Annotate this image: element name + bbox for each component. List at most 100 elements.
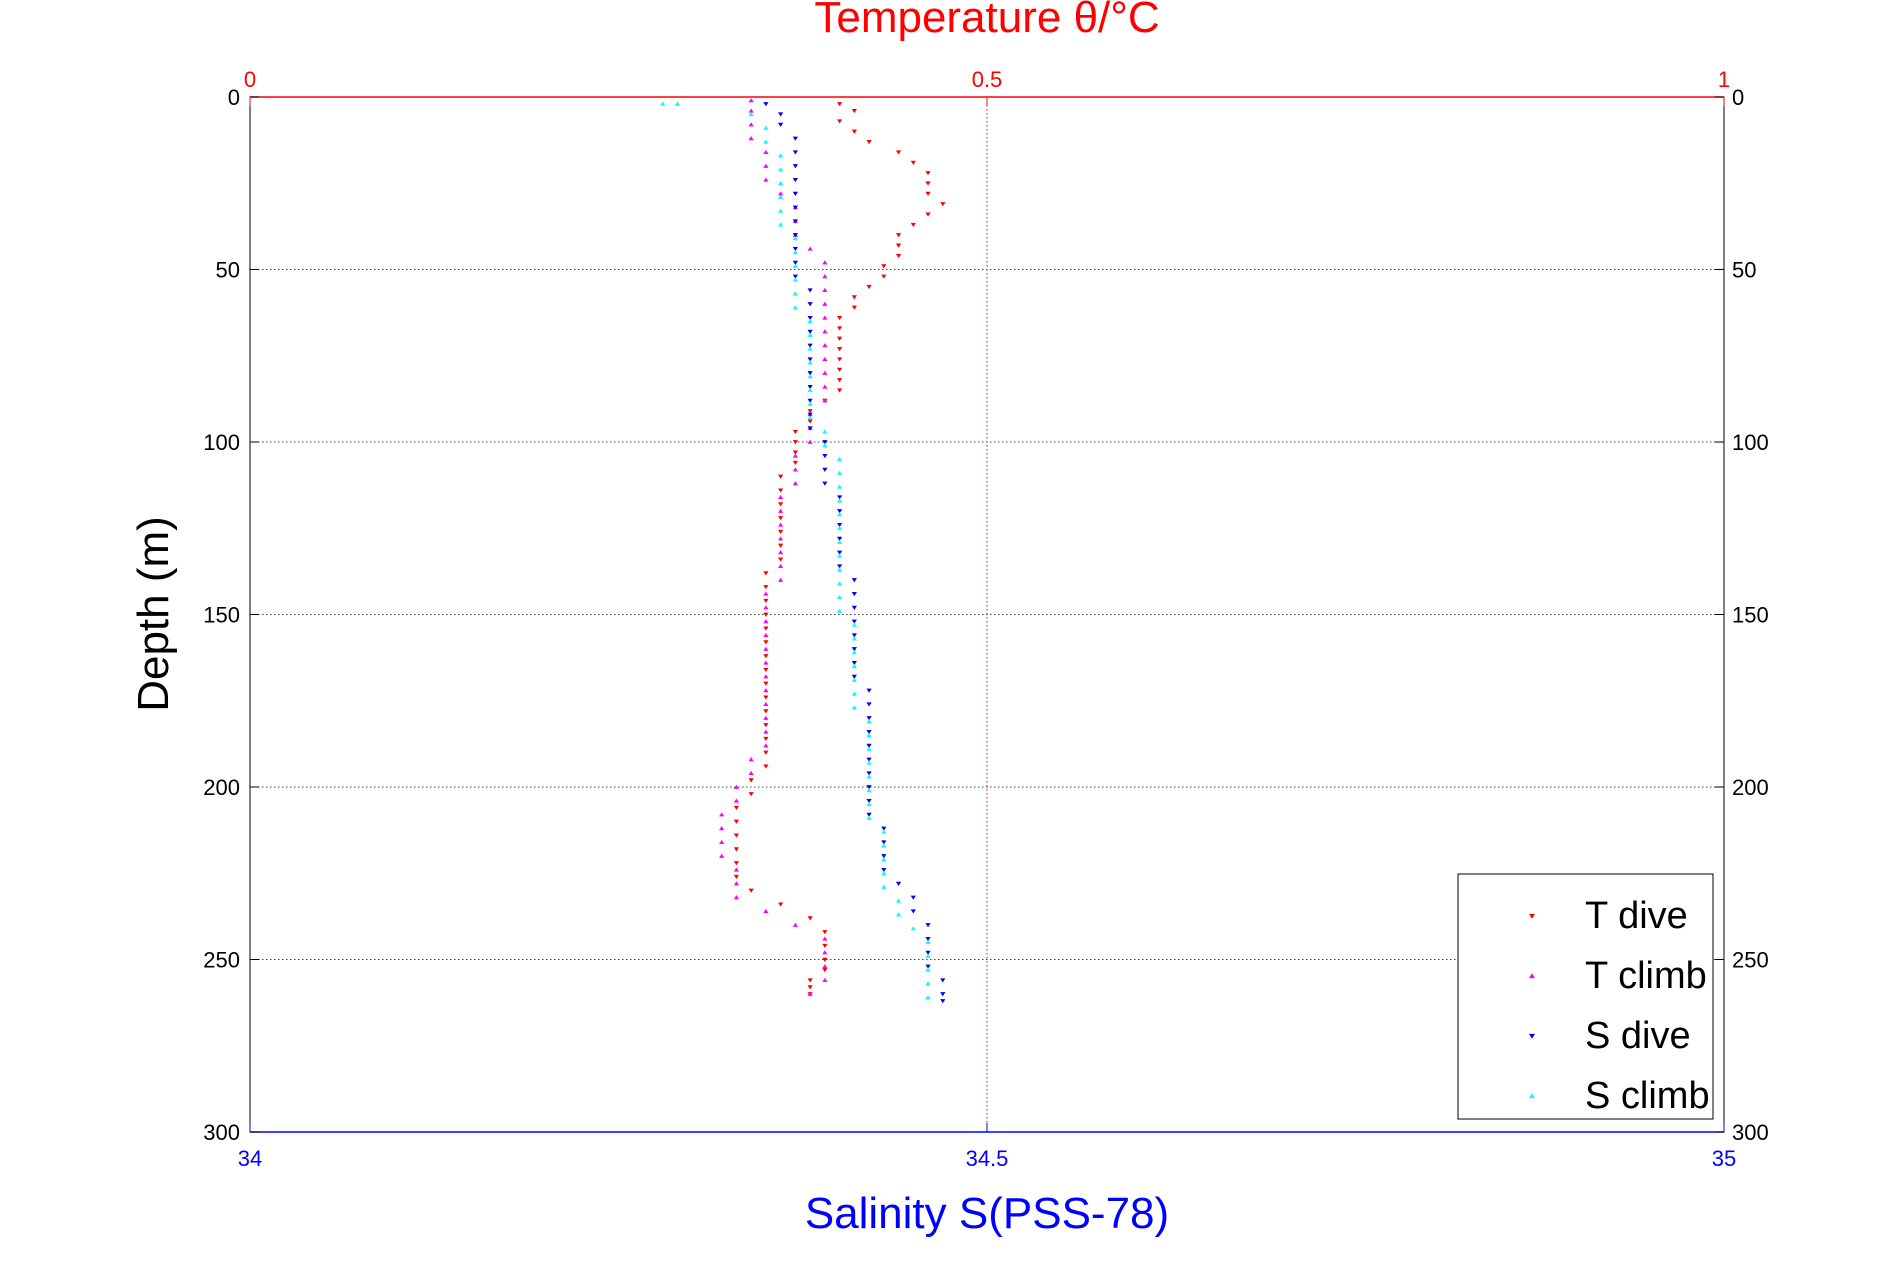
data-point xyxy=(925,181,931,186)
data-point xyxy=(851,705,857,710)
y-axis-title: Depth (m) xyxy=(129,516,178,712)
data-point xyxy=(807,415,813,420)
data-point xyxy=(837,347,843,352)
data-point xyxy=(792,249,798,255)
data-point xyxy=(866,774,872,779)
data-point xyxy=(837,326,843,331)
y-tick-label-right: 150 xyxy=(1732,603,1769,628)
data-point xyxy=(837,553,843,558)
data-point xyxy=(822,964,828,969)
data-point xyxy=(792,263,798,268)
data-point xyxy=(851,674,857,679)
data-point xyxy=(822,384,828,389)
data-point xyxy=(763,729,769,734)
data-point xyxy=(807,343,813,348)
data-point xyxy=(881,826,887,831)
data-point xyxy=(733,847,740,852)
data-point xyxy=(733,798,740,803)
data-point xyxy=(851,691,857,696)
data-point xyxy=(822,936,828,941)
legend: T dive T climb S dive S climb xyxy=(1457,873,1714,1120)
data-point xyxy=(851,108,857,114)
data-point xyxy=(866,716,872,721)
data-point xyxy=(763,139,769,144)
bottom-tick-label: 35 xyxy=(1712,1146,1736,1171)
data-point xyxy=(895,243,902,248)
y-tick-label-right: 50 xyxy=(1732,258,1756,283)
data-point xyxy=(733,861,740,866)
data-point xyxy=(792,177,798,183)
y-tick-label-left: 0 xyxy=(228,85,240,110)
data-point xyxy=(792,233,798,238)
data-point xyxy=(925,967,931,972)
data-point xyxy=(881,829,887,834)
data-point xyxy=(837,581,843,586)
bottom-axis-title: Salinity S(PSS-78) xyxy=(805,1189,1169,1238)
data-point xyxy=(837,456,843,462)
data-point xyxy=(851,633,857,638)
data-point xyxy=(733,805,740,811)
data-point xyxy=(807,387,813,393)
data-point xyxy=(792,246,798,252)
data-point xyxy=(763,709,769,714)
data-point xyxy=(733,819,740,824)
data-point xyxy=(807,419,813,424)
data-point xyxy=(763,619,769,624)
data-point xyxy=(733,874,740,880)
y-tick-label-left: 150 xyxy=(203,603,240,628)
data-point xyxy=(822,481,828,486)
data-point xyxy=(851,677,857,682)
data-point xyxy=(807,426,813,431)
data-point xyxy=(807,288,813,293)
data-point xyxy=(763,571,769,576)
data-point xyxy=(792,219,798,224)
data-point xyxy=(792,164,798,169)
data-point xyxy=(763,591,769,596)
data-point xyxy=(807,246,813,251)
data-point xyxy=(851,663,857,669)
y-tick-label-right: 250 xyxy=(1732,948,1769,973)
data-point xyxy=(748,792,754,797)
data-point xyxy=(792,277,798,282)
series-s-dive xyxy=(763,102,946,1004)
data-point xyxy=(910,895,916,900)
legend-label: T dive xyxy=(1585,895,1688,937)
data-point xyxy=(763,660,769,665)
data-point xyxy=(778,557,784,562)
data-point xyxy=(807,439,813,444)
data-point xyxy=(792,150,798,155)
data-point xyxy=(837,550,843,555)
legend-label: T climb xyxy=(1585,955,1707,997)
data-point xyxy=(837,336,843,341)
data-point xyxy=(851,578,857,583)
data-point xyxy=(733,784,740,789)
data-point xyxy=(851,622,857,627)
data-point xyxy=(822,274,828,279)
data-point xyxy=(807,916,813,921)
data-point xyxy=(822,315,828,320)
data-point xyxy=(763,598,769,604)
data-point xyxy=(866,746,872,751)
data-point xyxy=(822,453,828,459)
data-point xyxy=(763,125,769,130)
data-point xyxy=(763,701,769,707)
data-point xyxy=(837,470,843,475)
data-point xyxy=(822,301,828,306)
series-s-climb xyxy=(660,101,931,1000)
legend-box xyxy=(1457,873,1714,1120)
data-point xyxy=(881,854,887,859)
data-point xyxy=(925,981,931,986)
data-point xyxy=(925,923,931,928)
data-point xyxy=(822,429,828,434)
y-tick-label-left: 250 xyxy=(203,948,240,973)
data-point xyxy=(837,567,843,572)
data-point xyxy=(763,695,769,700)
data-point xyxy=(807,398,813,403)
data-point xyxy=(895,233,902,238)
data-point xyxy=(719,853,725,858)
data-point xyxy=(778,122,784,127)
data-point xyxy=(792,429,798,434)
data-point xyxy=(807,318,813,324)
data-point xyxy=(866,743,872,748)
